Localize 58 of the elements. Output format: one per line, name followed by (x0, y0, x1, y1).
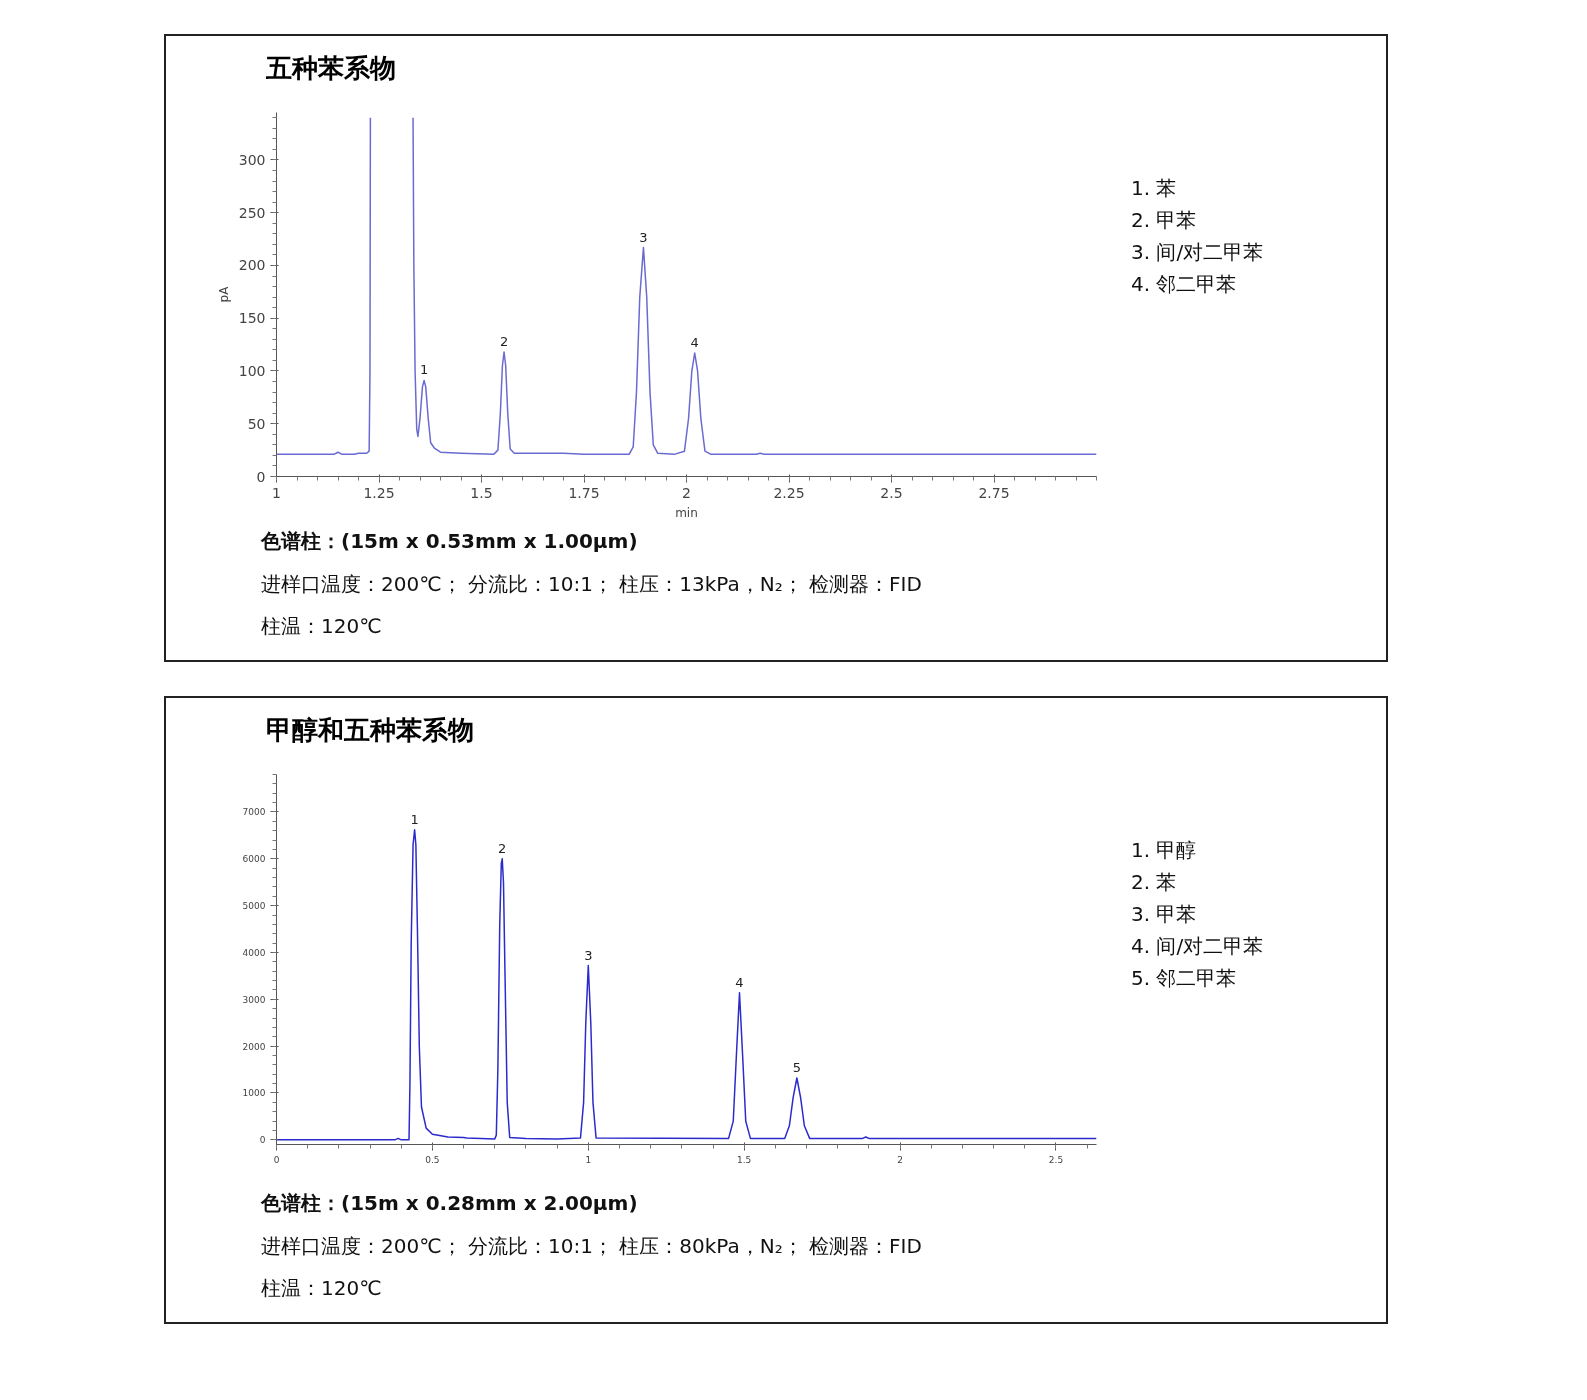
y-tick-label: 4000 (242, 947, 266, 958)
y-tick-label: 100 (238, 363, 266, 380)
text: 色谱柱：(15m x 0.28mm x 2.00μm) (261, 1189, 639, 1217)
x-tick-label: 0.5 (425, 1154, 440, 1165)
x-tick-label: 1.25 (363, 484, 395, 501)
x-tick-label: 1.75 (568, 484, 600, 501)
annotation: 3 (584, 947, 593, 963)
x-tick-label: 1.5 (737, 1154, 752, 1165)
x-tick-label: 1 (585, 1154, 592, 1165)
text: 3. 甲苯 (1131, 901, 1197, 926)
x-tick-label: 1.5 (470, 484, 493, 501)
y-axis-title: pA (216, 285, 231, 303)
y-tick-label: 3000 (242, 994, 266, 1005)
text: 1. 苯 (1131, 176, 1177, 201)
x-tick-label: 1 (272, 484, 281, 501)
text: 色谱柱：(15m x 0.53mm x 1.00μm) (261, 528, 639, 556)
text: 3. 间/对二甲苯 (1131, 240, 1264, 265)
x-tick-label: 2.25 (773, 484, 805, 501)
y-tick-label: 0 (259, 1135, 266, 1146)
text: 2. 甲苯 (1131, 208, 1197, 233)
text: 进样口温度：200℃； 分流比：10:1； 柱压：13kPa，N₂； 检测器：FID (261, 570, 922, 598)
text: 5. 邻二甲苯 (1131, 965, 1237, 990)
y-tick-label: 0 (256, 468, 266, 485)
text: 2. 苯 (1131, 869, 1177, 894)
x-axis-title: min (675, 505, 698, 520)
y-tick-label: 200 (238, 257, 266, 274)
annotation: 3 (639, 229, 648, 245)
text: 柱温：120℃ (261, 613, 383, 641)
annotation: 2 (499, 334, 509, 350)
text: 4. 间/对二甲苯 (1131, 933, 1264, 958)
text: 柱温：120℃ (261, 1275, 383, 1303)
annotation: 5 (792, 1059, 802, 1075)
x-tick-label: 2.5 (880, 484, 903, 501)
chart-title: 五种苯系物 (266, 52, 396, 85)
x-tick-label: 2 (682, 484, 691, 501)
annotation: 1 (419, 362, 429, 378)
x-tick-label: 2.5 (1048, 1154, 1064, 1165)
text: 进样口温度：200℃； 分流比：10:1； 柱压：80kPa，N₂； 检测器：FID (261, 1232, 922, 1260)
y-tick-label: 300 (238, 152, 266, 169)
chart-title: 甲醇和五种苯系物 (266, 713, 474, 747)
text: 1. 甲醇 (1131, 837, 1197, 862)
y-tick-label: 6000 (242, 854, 266, 865)
y-tick-label: 150 (238, 310, 266, 327)
y-tick-label: 2000 (242, 1041, 266, 1052)
x-tick-label: 2.75 (978, 484, 1010, 501)
x-tick-label: 2 (897, 1154, 903, 1165)
x-tick-label: 0 (273, 1154, 280, 1165)
y-tick-label: 1000 (242, 1088, 266, 1099)
y-tick-label: 7000 (242, 807, 266, 818)
line-series (276, 828, 1097, 1141)
y-tick-label: 5000 (242, 901, 266, 912)
annotation: 2 (498, 840, 507, 856)
text: 4. 邻二甲苯 (1131, 272, 1237, 297)
annotation: 4 (735, 974, 744, 990)
annotation: 4 (690, 335, 699, 351)
y-tick-label: 250 (238, 204, 266, 221)
annotation: 1 (410, 811, 419, 827)
y-tick-label: 50 (247, 415, 266, 432)
